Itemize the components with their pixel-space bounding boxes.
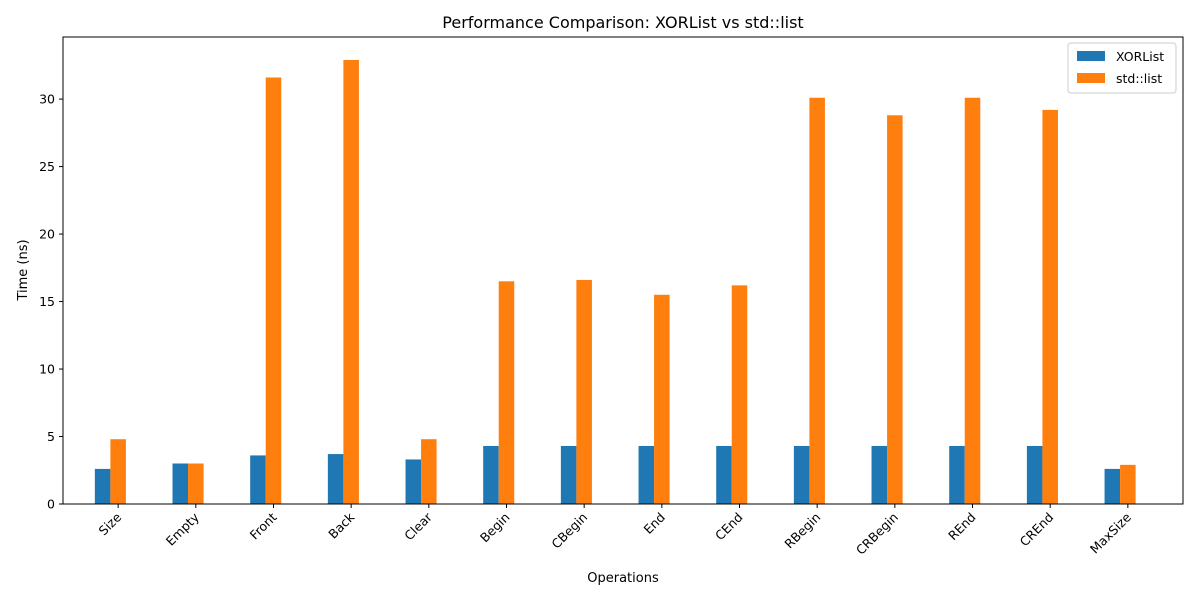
bar-std-list-crend xyxy=(1042,109,1058,504)
bar-std-list-cbegin xyxy=(576,279,592,504)
bar-std-list-back xyxy=(343,59,359,504)
y-tick-label: 25 xyxy=(39,159,55,174)
bar-std-list-crbegin xyxy=(887,115,903,504)
bars-layer xyxy=(94,59,1136,504)
bar-xorlist-cbegin xyxy=(560,445,577,504)
bar-std-list-cend xyxy=(731,285,748,504)
bar-xorlist-empty xyxy=(172,463,189,504)
bar-std-list-empty xyxy=(188,463,204,504)
bar-std-list-size xyxy=(110,439,126,504)
bar-xorlist-rbegin xyxy=(793,445,810,504)
bar-std-list-front xyxy=(265,77,282,504)
bar-xorlist-back xyxy=(327,454,344,504)
y-tick-label: 15 xyxy=(39,294,55,309)
bar-xorlist-front xyxy=(250,455,266,504)
legend-label-xorlist: XORList xyxy=(1116,49,1164,64)
bar-std-list-begin xyxy=(498,281,515,504)
y-tick-label: 5 xyxy=(47,429,55,444)
bar-xorlist-crbegin xyxy=(871,445,888,504)
legend-swatch-xorlist xyxy=(1077,51,1105,61)
y-axis-label: Time (ns) xyxy=(16,239,31,301)
y-tick-label: 30 xyxy=(39,92,55,107)
legend-swatch-std-list xyxy=(1077,73,1105,83)
legend-label-std-list: std::list xyxy=(1116,71,1162,86)
y-tick-label: 0 xyxy=(47,497,55,512)
bar-std-list-clear xyxy=(421,439,437,504)
bar-xorlist-clear xyxy=(405,459,422,504)
chart-title: Performance Comparison: XORList vs std::… xyxy=(442,13,803,32)
bar-xorlist-begin xyxy=(483,445,499,504)
bar-xorlist-maxsize xyxy=(1104,468,1121,504)
bar-xorlist-end xyxy=(638,445,655,504)
bar-xorlist-rend xyxy=(949,445,965,504)
bar-std-list-rend xyxy=(964,97,981,504)
bar-std-list-maxsize xyxy=(1120,464,1136,504)
y-tick-label: 20 xyxy=(39,227,55,242)
bar-std-list-end xyxy=(654,294,670,504)
y-axis-ticks: 0 5 10 15 20 25 30 xyxy=(39,92,63,512)
y-tick-label: 10 xyxy=(39,362,55,377)
bar-std-list-rbegin xyxy=(809,97,825,504)
bar-xorlist-crend xyxy=(1026,445,1043,504)
legend: XORList std::list xyxy=(1067,42,1177,94)
x-axis-label: Operations xyxy=(587,571,659,586)
plot-area-frame xyxy=(62,36,1184,505)
bar-xorlist-cend xyxy=(716,445,732,504)
bar-xorlist-size xyxy=(94,468,111,504)
